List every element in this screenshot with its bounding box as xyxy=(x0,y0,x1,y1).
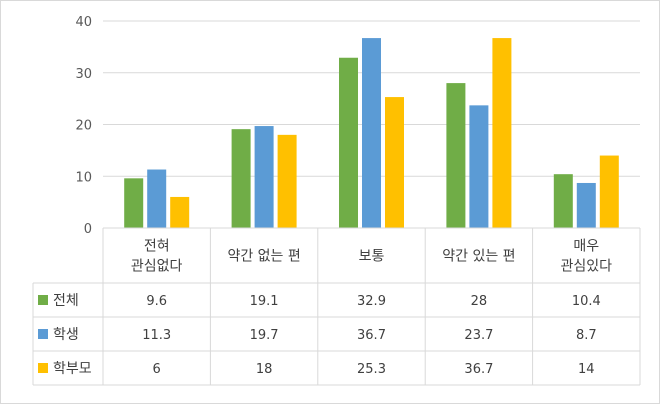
legend-label: 학생 xyxy=(53,327,79,343)
data-table-cell: 36.7 xyxy=(357,328,386,343)
legend-key-학생 xyxy=(38,329,48,339)
data-table-cell: 8.7 xyxy=(576,328,597,343)
y-tick-label: 30 xyxy=(75,67,92,82)
data-table-cell: 28 xyxy=(471,294,488,309)
y-tick-label: 40 xyxy=(75,15,92,30)
bar-학생-1 xyxy=(254,126,274,228)
bar-학생-4 xyxy=(576,182,596,228)
x-category-label: 약간 없는 편 xyxy=(227,249,300,265)
data-table-cell: 19.7 xyxy=(250,328,279,343)
legend-label: 학부모 xyxy=(53,361,92,377)
legend-label: 전체 xyxy=(53,293,79,309)
y-tick-label: 20 xyxy=(75,119,92,134)
bar-학생-0 xyxy=(147,169,167,228)
bar-학부모-4 xyxy=(599,155,619,228)
x-category-label: 관심없다 xyxy=(131,259,183,275)
data-table-cell: 6 xyxy=(153,362,161,377)
data-table-cell: 11.3 xyxy=(142,328,171,343)
bar-학생-2 xyxy=(362,38,381,228)
y-tick-label: 10 xyxy=(75,170,92,185)
data-table-cell: 10.4 xyxy=(572,294,601,309)
bar-학부모-1 xyxy=(277,134,297,228)
bar-학부모-0 xyxy=(170,196,190,228)
legend-key-전체 xyxy=(38,295,48,305)
data-table-cell: 19.1 xyxy=(250,294,279,309)
bar-학부모-2 xyxy=(385,97,404,228)
data-table-cell: 32.9 xyxy=(357,294,386,309)
data-table-cell: 9.6 xyxy=(146,294,167,309)
bar-학생-3 xyxy=(469,105,489,228)
data-table-cell: 18 xyxy=(256,362,273,377)
bar-전체-4 xyxy=(553,174,573,228)
x-category-label: 약간 있는 편 xyxy=(442,249,515,265)
bar-학부모-3 xyxy=(492,38,512,228)
legend-key-학부모 xyxy=(38,363,48,373)
data-table-cell: 36.7 xyxy=(464,362,493,377)
bar-전체-1 xyxy=(231,129,251,228)
bar-전체-3 xyxy=(446,83,466,228)
x-category-label: 관심있다 xyxy=(561,259,613,275)
bar-전체-0 xyxy=(124,178,144,228)
data-table-cell: 23.7 xyxy=(464,328,493,343)
x-category-label: 매우 xyxy=(573,239,599,255)
data-table-cell: 14 xyxy=(578,362,595,377)
bar-전체-2 xyxy=(339,57,358,229)
data-table-cell: 25.3 xyxy=(357,362,386,377)
x-category-label: 보통 xyxy=(359,249,385,265)
y-tick-label: 0 xyxy=(84,222,92,237)
x-category-label: 전혀 xyxy=(144,239,170,255)
